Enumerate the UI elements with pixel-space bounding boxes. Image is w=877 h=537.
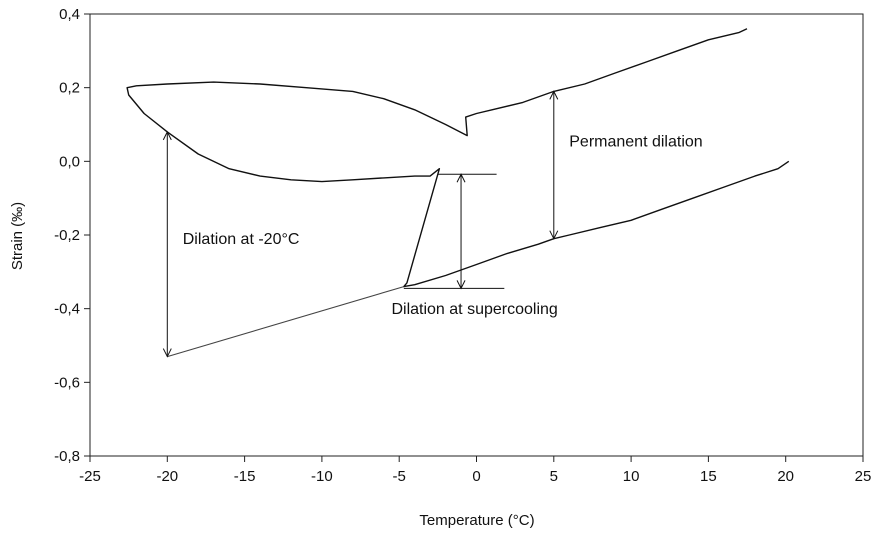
- arrow-head: [456, 280, 466, 290]
- strain-curve: [126, 28, 790, 288]
- y-tick-label: 0,0: [59, 153, 80, 170]
- arrow-head: [549, 90, 559, 100]
- x-tick-label: 10: [623, 468, 640, 485]
- x-tick-label: -15: [234, 468, 256, 485]
- x-tick-label: -20: [156, 468, 178, 485]
- x-tick-label: 0: [472, 468, 480, 485]
- y-tick-label: -0,4: [54, 301, 80, 318]
- x-tick-label: 25: [855, 468, 872, 485]
- x-tick-label: 5: [550, 468, 558, 485]
- annotation-label: Dilation at supercooling: [391, 301, 557, 318]
- ticks: -25 -20 -15 -10 -5 0 5 10 15 20 25 -0,8 -0,6 -0,4 -0,2…: [54, 6, 871, 485]
- y-tick-label: -0,2: [54, 227, 80, 244]
- x-tick-label: -25: [79, 468, 101, 485]
- x-tick-label: -10: [311, 468, 333, 485]
- y-tick-label: -0,8: [54, 448, 80, 465]
- y-tick-label: 0,2: [59, 80, 80, 97]
- y-tick-label: 0,4: [59, 6, 80, 23]
- y-axis-title: Strain (‰): [9, 202, 26, 270]
- y-tick-label: -0,6: [54, 374, 80, 391]
- annotations: Dilation at -20°C Permanent dilation Dilat…: [162, 90, 703, 358]
- x-tick-label: 15: [700, 468, 717, 485]
- x-tick-label: 20: [777, 468, 794, 485]
- series: [126, 28, 790, 358]
- arrow-head: [549, 230, 559, 240]
- annotation-label: Dilation at -20°C: [183, 231, 300, 248]
- annotation-label: Permanent dilation: [569, 134, 702, 151]
- arrow-head: [162, 348, 172, 358]
- arrow-head: [162, 130, 172, 141]
- arrow-head: [456, 173, 466, 183]
- extrapolation-line: [167, 286, 404, 358]
- x-tick-label: -5: [393, 468, 406, 485]
- x-axis-title: Temperature (°C): [419, 512, 534, 529]
